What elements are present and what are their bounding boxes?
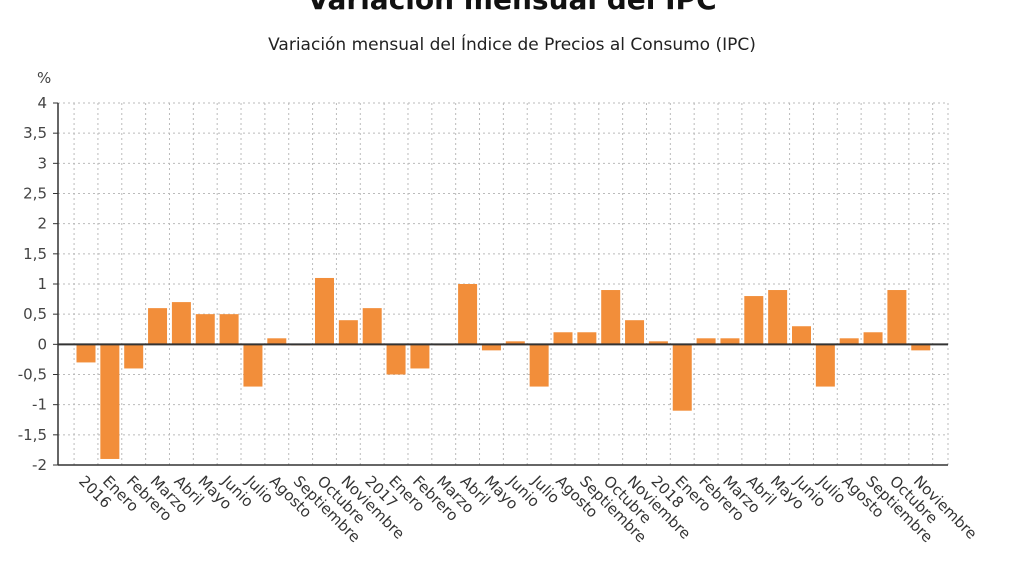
- chart-title: Variación mensual del IPC: [307, 0, 716, 16]
- bar: [839, 338, 859, 345]
- bar: [76, 344, 96, 363]
- bar: [481, 344, 501, 351]
- chart-subtitle: Variación mensual del Índice de Precios …: [268, 33, 756, 55]
- bar: [458, 284, 478, 345]
- bar: [577, 332, 597, 345]
- bar: [696, 338, 716, 345]
- bar: [267, 338, 287, 345]
- y-tick-label: 3: [37, 154, 47, 172]
- bar: [911, 344, 931, 351]
- bar: [410, 344, 430, 369]
- bar: [219, 314, 239, 345]
- bar: [124, 344, 144, 369]
- axes: [53, 102, 948, 466]
- bar: [148, 308, 168, 345]
- bar: [744, 296, 764, 345]
- bar: [171, 302, 191, 345]
- bar: [672, 344, 692, 411]
- bar: [792, 326, 811, 345]
- bar: [505, 341, 525, 345]
- y-tick-label: 0,5: [23, 305, 47, 323]
- bar: [195, 314, 215, 345]
- y-tick-label: 2,5: [23, 185, 47, 203]
- grid: [58, 102, 949, 466]
- x-labels: 2016EneroFebreroMarzoAbrilMayoJunioJulio…: [75, 471, 980, 546]
- bar: [815, 344, 835, 387]
- bar: [100, 344, 120, 459]
- bar: [720, 338, 740, 345]
- bar: [625, 320, 645, 345]
- y-tick-label: 1,5: [23, 245, 47, 263]
- bar: [362, 308, 382, 345]
- bar: [386, 344, 406, 375]
- bar: [529, 344, 549, 387]
- y-tick-label: -2: [32, 456, 47, 474]
- bar: [243, 344, 263, 387]
- y-tick-label: -1,5: [18, 426, 47, 444]
- y-tick-label: 3,5: [23, 124, 47, 142]
- bar: [553, 332, 573, 345]
- bar: [338, 320, 358, 345]
- y-tick-label: 1: [37, 275, 47, 293]
- bars: [76, 277, 931, 459]
- y-tick-label: 0: [37, 335, 47, 353]
- bar: [648, 341, 668, 345]
- y-tick-label: 2: [37, 215, 47, 233]
- y-axis-label: %: [37, 69, 51, 87]
- bar: [601, 290, 621, 345]
- y-ticks: 4 3,5 3 2,5 2 1,5 1 0,5 0 -0,5 -1 -1,5 -2: [18, 94, 47, 474]
- bar: [768, 290, 788, 345]
- bar: [863, 332, 883, 345]
- y-tick-label: -1: [32, 396, 47, 414]
- y-tick-label: -0,5: [18, 366, 47, 384]
- bar: [315, 277, 334, 345]
- y-tick-label: 4: [37, 94, 47, 112]
- bar: [887, 290, 907, 345]
